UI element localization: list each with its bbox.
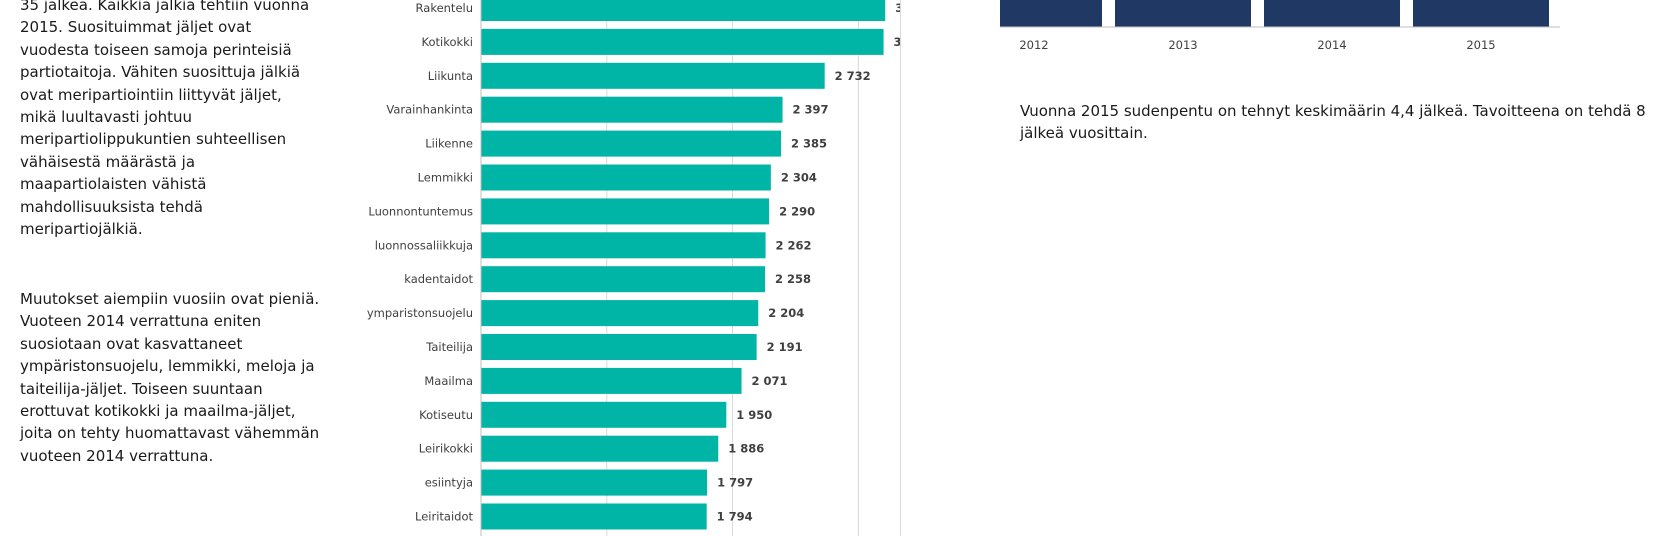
column-bar bbox=[1115, 0, 1251, 27]
bar bbox=[481, 62, 825, 89]
bar bbox=[481, 96, 783, 123]
badge-popularity-bar-chart: Rakentelu 3 213 Kotikokki 3 200 Liikunta 2 73… bbox=[367, 0, 900, 536]
data-label: 1 950 bbox=[736, 408, 772, 422]
data-label: 2 385 bbox=[791, 137, 827, 151]
category-label: ymparistonsuojelu bbox=[367, 306, 473, 320]
bar bbox=[481, 164, 771, 191]
bar bbox=[481, 300, 759, 327]
changes-paragraph: Muutokset aiempiin vuosiin ovat pieniä. … bbox=[20, 290, 320, 465]
data-label: 2 258 bbox=[775, 272, 811, 286]
category-label: Leirikokki bbox=[419, 442, 473, 456]
bar bbox=[481, 503, 707, 530]
data-label: 2 732 bbox=[835, 69, 871, 83]
x-tick-label: 2012 bbox=[1019, 38, 1048, 52]
category-label: Liikenne bbox=[425, 137, 473, 151]
x-tick-label: 2014 bbox=[1317, 38, 1346, 52]
data-label: 3 200 bbox=[894, 35, 900, 49]
bar bbox=[481, 130, 782, 157]
bar bbox=[481, 367, 742, 394]
category-label: Rakentelu bbox=[416, 1, 473, 15]
category-label: Taiteilija bbox=[425, 340, 473, 354]
average-badges-note: Vuonna 2015 sudenpentu on tehnyt keskimä… bbox=[1020, 102, 1646, 142]
data-label: 2 191 bbox=[767, 340, 803, 354]
category-label: Liikunta bbox=[428, 69, 473, 83]
bar bbox=[481, 266, 766, 293]
bar bbox=[481, 469, 708, 496]
x-tick-label: 2015 bbox=[1466, 38, 1495, 52]
data-label: 1 886 bbox=[728, 442, 764, 456]
category-label: Leiritaidot bbox=[415, 510, 473, 524]
bar bbox=[481, 435, 719, 462]
data-label: 2 262 bbox=[776, 238, 812, 252]
bar bbox=[481, 28, 884, 55]
data-label: 1 794 bbox=[717, 510, 753, 524]
intro-paragraph: 35 jälkeä. Kaikkia jälkiä tehtiin vuonna… bbox=[20, 0, 310, 239]
category-label: esiintyja bbox=[425, 476, 473, 490]
data-label: 2 290 bbox=[779, 204, 815, 218]
column-bar bbox=[1413, 0, 1549, 27]
category-label: Maailma bbox=[424, 374, 473, 388]
bar bbox=[481, 334, 757, 360]
bar bbox=[481, 198, 770, 225]
category-label: Kotikokki bbox=[421, 35, 473, 49]
yearly-column-chart: 20122013201420150 bbox=[1000, 0, 1560, 52]
data-label: 2 304 bbox=[781, 171, 817, 185]
data-label: 2 397 bbox=[793, 103, 829, 117]
column-bar bbox=[1000, 0, 1102, 27]
category-label: kadentaidot bbox=[404, 272, 473, 286]
category-label: Lemmikki bbox=[418, 171, 473, 185]
bar bbox=[481, 232, 766, 259]
panel-divider bbox=[900, 0, 901, 536]
data-label: 2 204 bbox=[768, 306, 804, 320]
data-label: 1 797 bbox=[717, 476, 753, 490]
data-label: 2 071 bbox=[752, 374, 788, 388]
bar bbox=[481, 0, 886, 21]
category-label: Varainhankinta bbox=[386, 103, 473, 117]
category-label: Kotiseutu bbox=[419, 408, 473, 422]
column-bar bbox=[1264, 0, 1400, 27]
category-label: Luonnontuntemus bbox=[368, 204, 473, 218]
data-label: 3 213 bbox=[895, 1, 900, 15]
category-label: luonnossaliikkuja bbox=[375, 238, 473, 252]
x-tick-label: 2013 bbox=[1168, 38, 1197, 52]
bar bbox=[481, 401, 727, 428]
